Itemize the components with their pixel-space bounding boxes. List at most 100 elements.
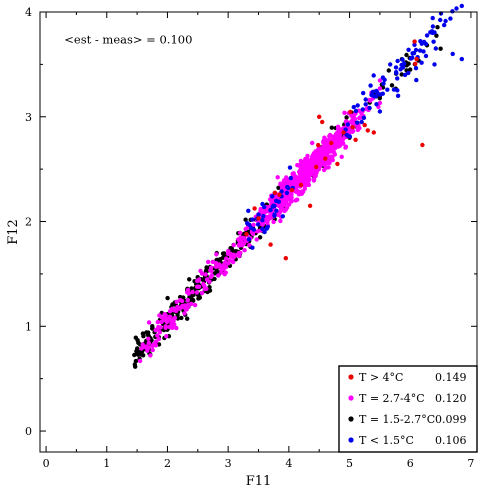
data-point-series-3 — [187, 277, 192, 282]
data-point-series-2 — [224, 256, 229, 261]
data-point-series-3 — [185, 316, 190, 321]
data-point-series-1 — [283, 256, 288, 261]
data-point-series-4 — [388, 62, 393, 67]
data-point-series-2 — [185, 290, 190, 295]
data-point-series-2 — [238, 230, 243, 235]
data-point-series-2 — [140, 342, 145, 347]
data-point-series-2 — [330, 134, 336, 139]
data-point-series-3 — [133, 364, 138, 369]
data-point-series-4 — [395, 58, 400, 64]
data-point-series-3 — [344, 115, 349, 120]
data-point-series-2 — [146, 320, 152, 325]
data-point-series-2 — [206, 259, 211, 265]
data-point-series-3 — [165, 295, 170, 301]
data-point-series-4 — [276, 199, 281, 204]
data-point-series-2 — [170, 325, 175, 330]
data-point-series-1 — [371, 130, 376, 135]
data-point-series-2 — [355, 126, 361, 131]
data-point-series-3 — [276, 185, 281, 190]
data-point-series-2 — [209, 265, 214, 270]
data-point-series-2 — [258, 206, 263, 212]
data-point-series-1 — [244, 231, 249, 237]
data-point-series-1 — [413, 61, 418, 66]
data-point-series-4 — [454, 6, 459, 11]
data-point-series-2 — [146, 336, 151, 341]
data-point-series-1 — [341, 130, 346, 135]
data-point-series-2 — [312, 155, 318, 161]
data-point-series-4 — [367, 105, 372, 111]
data-point-series-1 — [353, 137, 358, 142]
x-tick-label: 7 — [467, 457, 474, 470]
data-point-series-2 — [199, 290, 205, 296]
data-point-series-2 — [174, 325, 179, 331]
data-point-series-2 — [282, 208, 287, 214]
data-point-series-4 — [250, 217, 255, 222]
data-point-series-2 — [163, 325, 168, 330]
x-axis-title: F11 — [246, 474, 272, 489]
data-point-series-2 — [317, 161, 322, 167]
data-point-series-2 — [247, 243, 252, 248]
data-point-series-4 — [265, 224, 270, 230]
data-point-series-3 — [141, 334, 146, 339]
data-point-series-2 — [278, 182, 283, 187]
data-point-series-2 — [367, 97, 372, 103]
data-point-series-4 — [398, 67, 403, 72]
data-point-series-4 — [286, 185, 291, 191]
x-tick-label: 5 — [346, 457, 353, 470]
y-axis-title: F12 — [6, 219, 21, 245]
annotation-text: <est - meas> = 0.100 — [64, 32, 192, 46]
data-point-series-4 — [431, 39, 436, 44]
data-point-series-3 — [386, 68, 391, 73]
data-point-series-4 — [353, 108, 359, 114]
data-point-series-4 — [345, 122, 350, 127]
data-point-series-2 — [304, 177, 310, 182]
data-point-series-2 — [307, 165, 312, 170]
data-point-series-2 — [222, 272, 227, 277]
data-point-series-2 — [162, 312, 167, 317]
data-point-series-4 — [247, 222, 252, 227]
data-point-series-2 — [377, 78, 383, 83]
legend-marker — [348, 437, 354, 443]
data-point-series-3 — [243, 217, 248, 222]
data-point-series-2 — [226, 261, 231, 266]
data-point-series-4 — [380, 91, 385, 96]
data-point-series-2 — [311, 161, 316, 166]
data-point-series-4 — [355, 103, 360, 108]
data-point-series-4 — [430, 15, 435, 21]
data-point-series-4 — [380, 75, 386, 80]
data-point-series-1 — [420, 142, 425, 148]
data-point-series-2 — [303, 156, 308, 162]
data-point-series-4 — [417, 48, 423, 53]
data-point-series-2 — [357, 115, 362, 120]
x-tick-label: 2 — [164, 457, 171, 470]
data-point-series-4 — [250, 245, 255, 250]
data-point-series-1 — [298, 182, 304, 188]
data-point-series-2 — [321, 148, 326, 153]
ticks-layer: 0 1 2 3 4 5 6 7 0 1 2 3 4 — [25, 6, 477, 470]
data-point-series-2 — [214, 252, 219, 257]
data-point-series-3 — [220, 251, 226, 256]
data-point-series-4 — [246, 237, 252, 242]
data-point-series-4 — [395, 76, 400, 81]
data-point-series-4 — [246, 208, 251, 213]
data-point-series-4 — [395, 88, 400, 93]
data-point-series-4 — [260, 226, 265, 232]
x-tick-label: 0 — [43, 457, 50, 470]
data-point-series-4 — [255, 222, 261, 227]
data-point-series-4 — [381, 81, 386, 86]
data-point-series-2 — [296, 175, 301, 180]
data-point-series-2 — [350, 118, 355, 123]
data-point-series-4 — [272, 212, 277, 217]
data-point-series-2 — [326, 165, 331, 170]
data-point-series-4 — [261, 214, 266, 219]
data-point-series-4 — [413, 66, 419, 71]
data-point-series-2 — [278, 218, 283, 224]
data-point-series-3 — [329, 125, 334, 130]
data-point-series-2 — [335, 126, 341, 132]
data-point-series-4 — [432, 62, 437, 67]
data-point-series-3 — [179, 315, 184, 321]
data-point-series-1 — [316, 142, 321, 148]
data-point-series-1 — [323, 156, 328, 161]
data-point-series-2 — [169, 306, 175, 312]
